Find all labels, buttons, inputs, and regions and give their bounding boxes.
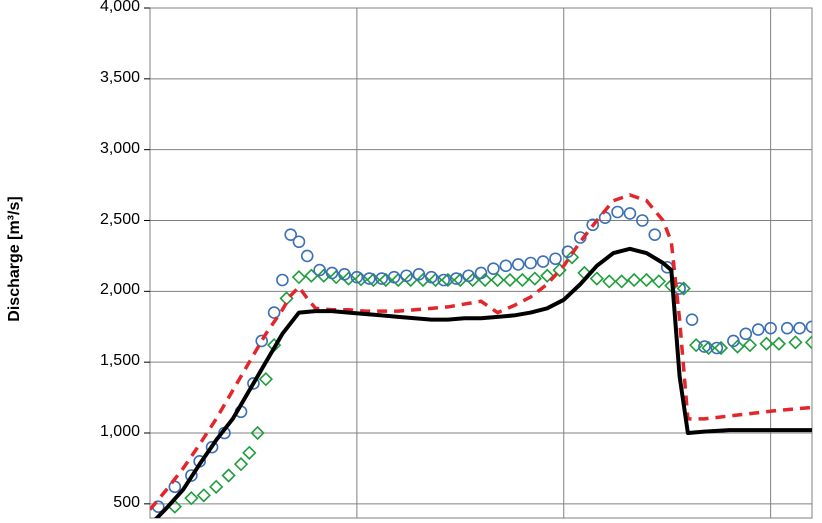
y-tick-label: 3,500 (60, 69, 140, 87)
y-tick-label: 4,000 (60, 0, 140, 16)
y-tick-label: 2,500 (60, 211, 140, 229)
y-tick-label: 3,000 (60, 140, 140, 158)
y-tick-label: 2,000 (60, 281, 140, 299)
y-axis-label-container: Discharge [m³/s] (0, 0, 30, 523)
y-tick-label: 1,500 (60, 352, 140, 370)
y-tick-label: 500 (60, 494, 140, 512)
y-tick-label: 1,000 (60, 423, 140, 441)
y-axis-label: Discharge [m³/s] (6, 184, 24, 334)
